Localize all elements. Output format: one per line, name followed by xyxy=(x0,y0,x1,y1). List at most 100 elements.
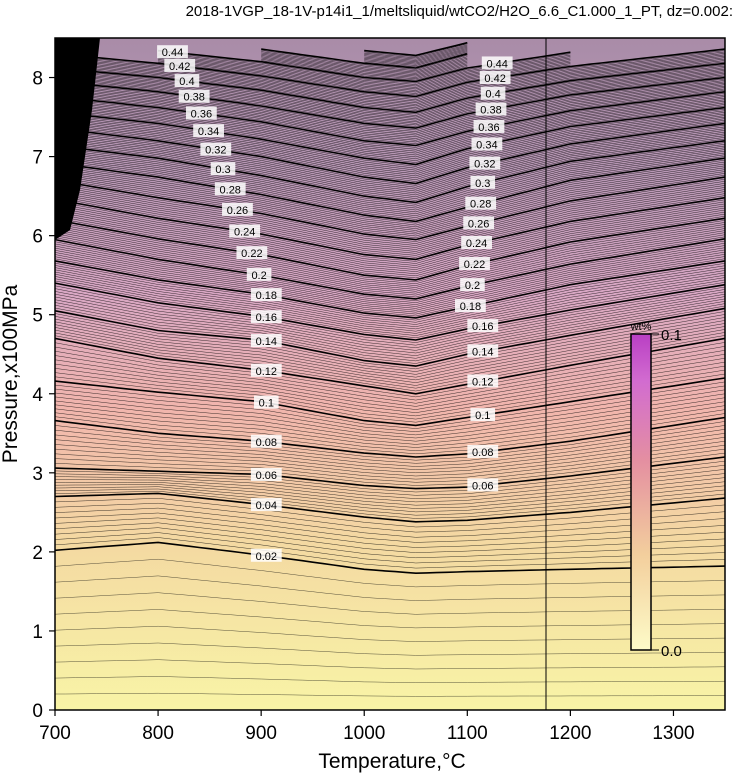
contour-label: 0.08 xyxy=(467,444,499,459)
svg-text:0.18: 0.18 xyxy=(460,301,481,313)
minor-contour-line xyxy=(55,512,725,543)
minor-contour-line xyxy=(55,65,725,116)
minor-contour-line xyxy=(55,236,725,298)
minor-contour-line xyxy=(55,317,725,375)
minor-contour-line xyxy=(364,50,468,65)
contour-line-14 xyxy=(55,140,725,204)
contour-label: 0.2 xyxy=(460,278,485,292)
minor-contour-line xyxy=(55,70,725,121)
minor-contour-line xyxy=(55,477,725,506)
svg-text:0.42: 0.42 xyxy=(484,73,505,85)
minor-contour-line xyxy=(55,305,725,364)
contour-label: 0.14 xyxy=(250,334,282,348)
minor-contour-line xyxy=(55,537,725,569)
svg-text:0.28: 0.28 xyxy=(470,199,491,211)
y-tick-label: 0 xyxy=(32,701,43,722)
contour-label: 0.42 xyxy=(479,71,511,85)
minor-contour-line xyxy=(55,189,725,252)
contour-line-6 xyxy=(55,307,725,367)
minor-contour-line xyxy=(55,413,725,455)
minor-contour-line xyxy=(55,150,725,215)
minor-contour-line xyxy=(364,43,468,57)
x-tick-label: 1200 xyxy=(549,723,591,744)
contour-label: 0.4 xyxy=(174,74,200,88)
contour-label: 0.12 xyxy=(467,374,499,388)
contour-label: 0.4 xyxy=(480,86,506,101)
minor-contour-line xyxy=(55,145,725,209)
minor-contour-line xyxy=(55,224,725,286)
svg-text:0.2: 0.2 xyxy=(251,270,266,282)
minor-contour-line xyxy=(55,211,725,275)
svg-text:0.16: 0.16 xyxy=(472,321,493,333)
contour-label: 0.32 xyxy=(200,142,232,157)
minor-contour-line xyxy=(55,78,725,131)
x-tick-label: 1100 xyxy=(447,723,488,744)
minor-contour-line xyxy=(55,138,725,201)
svg-text:0.38: 0.38 xyxy=(480,105,501,117)
svg-text:0.26: 0.26 xyxy=(227,205,248,217)
minor-contour-line xyxy=(55,131,725,194)
svg-text:0.02: 0.02 xyxy=(256,551,277,563)
minor-contour-line xyxy=(55,502,725,533)
minor-contour-line xyxy=(55,178,725,242)
minor-contour-line xyxy=(55,609,725,629)
minor-contour-line xyxy=(55,118,725,179)
svg-text:0.24: 0.24 xyxy=(466,238,487,250)
minor-contour-line xyxy=(55,425,725,464)
minor-contour-line xyxy=(55,135,725,198)
minor-contour-line xyxy=(55,326,725,383)
minor-contour-line xyxy=(55,558,725,588)
minor-contour-line xyxy=(261,51,468,71)
svg-text:0.14: 0.14 xyxy=(472,346,493,358)
minor-contour-line xyxy=(55,100,725,158)
svg-text:0.42: 0.42 xyxy=(169,61,190,73)
minor-contour-line xyxy=(55,303,725,362)
minor-contour-line xyxy=(55,485,725,513)
contour-label: 0.14 xyxy=(467,344,499,358)
contour-line-17 xyxy=(55,91,725,147)
minor-contour-line xyxy=(55,85,725,139)
svg-text:0.3: 0.3 xyxy=(475,178,490,190)
minor-contour-line xyxy=(55,389,725,436)
minor-contour-line xyxy=(55,94,725,150)
minor-contour-line xyxy=(55,207,725,270)
svg-text:0.22: 0.22 xyxy=(241,248,262,260)
minor-contour-line xyxy=(55,193,725,256)
minor-contour-line xyxy=(55,234,725,296)
minor-contour-line xyxy=(55,296,725,354)
minor-contour-line xyxy=(55,452,725,486)
svg-text:0.12: 0.12 xyxy=(472,376,493,388)
contour-label: 0.22 xyxy=(459,257,490,271)
contour-label: 0.12 xyxy=(250,363,282,378)
minor-contour-line xyxy=(55,152,725,216)
svg-text:0.4: 0.4 xyxy=(179,76,194,88)
minor-contour-line xyxy=(158,56,571,90)
minor-contour-line xyxy=(55,385,725,432)
contour-label: 0.1 xyxy=(254,395,279,410)
minor-contour-line xyxy=(364,46,468,61)
contour-line-19 xyxy=(55,62,725,114)
minor-contour-line xyxy=(55,242,725,303)
minor-contour-line xyxy=(261,57,468,78)
svg-text:0.34: 0.34 xyxy=(198,126,219,138)
minor-contour-line xyxy=(55,293,725,351)
contour-label: 0.3 xyxy=(470,175,496,190)
minor-contour-line xyxy=(55,99,725,156)
minor-contour-line xyxy=(55,271,725,330)
minor-contour-line xyxy=(55,232,725,294)
contour-line-5 xyxy=(55,337,725,395)
minor-contour-line xyxy=(55,115,725,175)
minor-contour-line xyxy=(55,161,725,226)
minor-contour-line xyxy=(55,433,725,470)
plot-frame xyxy=(54,37,726,711)
minor-contour-line xyxy=(55,205,725,268)
minor-contour-line xyxy=(55,181,725,244)
minor-contour-line xyxy=(55,365,725,417)
minor-contour-line xyxy=(55,58,725,108)
x-tick-label: 800 xyxy=(142,723,174,744)
minor-contour-line xyxy=(55,507,725,538)
minor-contour-line xyxy=(55,226,725,288)
contour-line-22 xyxy=(261,48,468,69)
svg-text:0.22: 0.22 xyxy=(464,259,485,271)
